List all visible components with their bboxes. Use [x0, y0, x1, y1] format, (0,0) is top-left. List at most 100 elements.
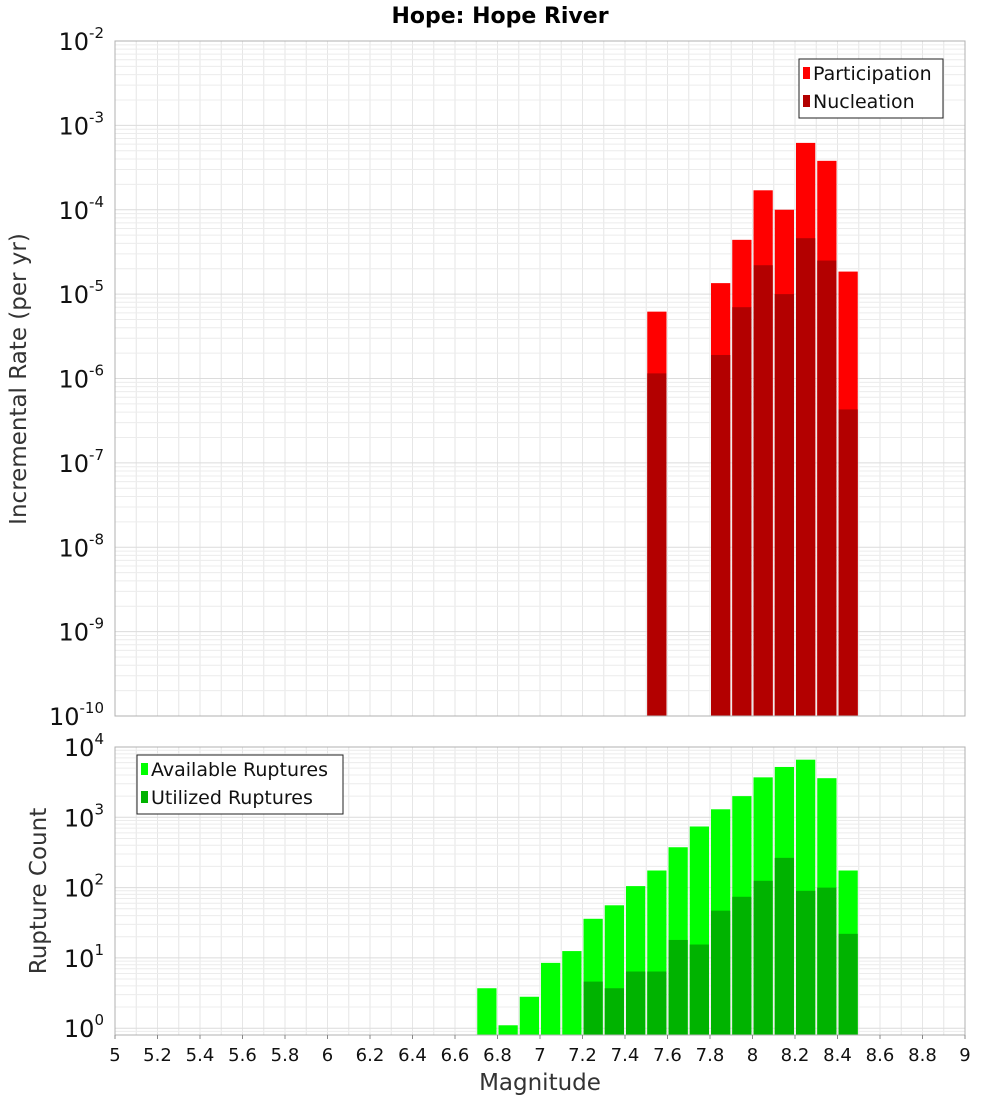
y-axis-label-rate: Incremental Rate (per yr)	[6, 233, 32, 525]
x-tick-label: 5.4	[186, 1045, 215, 1066]
series-secondary	[647, 238, 858, 716]
bar	[541, 962, 561, 1035]
x-tick-label: 8.4	[823, 1045, 852, 1066]
y-tick-label: 10-2	[58, 24, 104, 56]
y-tick-label: 10-3	[58, 108, 104, 140]
bar	[626, 971, 646, 1035]
x-tick-label: 5.8	[271, 1045, 300, 1066]
x-tick-label: 6.2	[356, 1045, 385, 1066]
legend-box	[136, 754, 344, 815]
x-tick-label: 5.6	[228, 1045, 257, 1066]
x-tick-label: 5.2	[143, 1045, 172, 1066]
x-tick-label: 9	[959, 1045, 970, 1066]
bar	[689, 944, 709, 1035]
y-tick-exponent: -5	[89, 277, 104, 295]
y-tick-exponent: -7	[89, 446, 104, 464]
chart-title: Hope: Hope River	[391, 4, 608, 29]
y-tick-label: 102	[64, 871, 104, 903]
x-tick-label: 8.8	[908, 1045, 937, 1066]
y-tick-base: 10	[58, 28, 89, 56]
y-tick-label: 10-4	[58, 193, 104, 225]
rate-plot: 10-210-310-410-510-610-710-810-910-10Par…	[49, 24, 966, 731]
bar	[562, 951, 582, 1035]
bar	[817, 887, 837, 1035]
x-tick-label: 8.6	[866, 1045, 895, 1066]
y-tick-base: 10	[58, 619, 89, 647]
y-tick-base: 10	[64, 734, 95, 762]
y-tick-exponent: 1	[94, 941, 104, 959]
bar	[796, 890, 816, 1035]
legend-box	[798, 58, 944, 119]
y-tick-label: 10-10	[49, 699, 104, 731]
x-tick-label: 7.8	[696, 1045, 725, 1066]
x-tick-label: 6	[322, 1045, 333, 1066]
bar	[498, 1025, 518, 1035]
bar	[753, 880, 773, 1035]
y-tick-label: 10-5	[58, 277, 104, 309]
y-tick-exponent: -6	[89, 362, 104, 380]
y-tick-label: 10-9	[58, 615, 104, 647]
legend-label: Available Ruptures	[151, 759, 328, 781]
x-tick-label: 7	[534, 1045, 545, 1066]
y-axis-label-count: Rupture Count	[26, 808, 52, 974]
y-tick-exponent: -9	[89, 615, 104, 633]
legend-label: Utilized Ruptures	[151, 787, 313, 809]
y-tick-base: 10	[64, 1015, 95, 1043]
x-tick-label: 7.4	[611, 1045, 640, 1066]
legend-swatch	[803, 67, 810, 79]
x-tick-label: 6.8	[483, 1045, 512, 1066]
bar	[817, 260, 837, 716]
y-tick-base: 10	[64, 875, 95, 903]
legend-swatch	[141, 763, 148, 775]
y-tick-label: 10-8	[58, 530, 104, 562]
bar	[711, 910, 731, 1035]
y-tick-exponent: -8	[89, 530, 104, 548]
series-secondary	[583, 857, 858, 1035]
y-tick-base: 10	[64, 804, 95, 832]
bar	[647, 373, 667, 716]
bar	[519, 996, 539, 1035]
y-tick-base: 10	[49, 703, 80, 731]
y-tick-base: 10	[58, 281, 89, 309]
x-tick-label: 6.4	[398, 1045, 427, 1066]
y-tick-base: 10	[58, 112, 89, 140]
y-tick-exponent: 4	[94, 730, 104, 748]
plot-frame	[114, 40, 966, 717]
x-tick-label: 6.6	[441, 1045, 470, 1066]
bar	[647, 971, 667, 1035]
legend-swatch	[803, 95, 810, 107]
x-tick-label: 5	[109, 1045, 120, 1066]
bar	[838, 933, 858, 1035]
bar	[753, 265, 773, 716]
y-tick-base: 10	[58, 450, 89, 478]
legend-label: Participation	[813, 63, 932, 85]
y-tick-exponent: -3	[89, 108, 104, 126]
legend: Available Ruptures Utilized Ruptures	[136, 754, 344, 815]
bar	[732, 896, 752, 1035]
x-axis-label: Magnitude	[479, 1070, 601, 1096]
x-tick-label: 7.6	[653, 1045, 682, 1066]
legend: Participation Nucleation	[798, 58, 944, 119]
y-tick-exponent: 2	[94, 871, 104, 889]
y-tick-label: 103	[64, 800, 104, 832]
legend-swatch	[141, 791, 148, 803]
y-tick-exponent: 3	[94, 800, 104, 818]
y-tick-exponent: -2	[89, 24, 104, 42]
bar	[604, 988, 624, 1035]
bar	[583, 981, 603, 1035]
y-tick-label: 10-6	[58, 362, 104, 394]
legend-label: Nucleation	[813, 91, 915, 113]
y-tick-label: 10-7	[58, 446, 104, 478]
y-tick-exponent: 0	[94, 1011, 104, 1029]
bar	[774, 857, 794, 1035]
bar	[838, 409, 858, 716]
y-tick-label: 104	[64, 730, 104, 762]
x-tick-label: 8.2	[781, 1045, 810, 1066]
x-tick-label: 7.2	[568, 1045, 597, 1066]
y-tick-exponent: -10	[80, 699, 105, 717]
y-tick-exponent: -4	[89, 193, 104, 211]
y-tick-base: 10	[64, 945, 95, 973]
